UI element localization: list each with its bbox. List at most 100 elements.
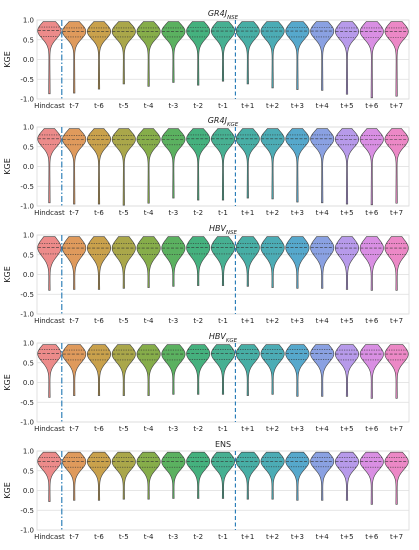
y-tick-label: 0.0 bbox=[23, 487, 34, 495]
x-tick-label: t+1 bbox=[241, 533, 254, 541]
violin-t+2 bbox=[260, 236, 285, 288]
violin-t+1 bbox=[235, 236, 260, 287]
x-tick-label: t-6 bbox=[94, 209, 104, 217]
violin-t+4 bbox=[310, 344, 335, 397]
x-tick-label: t+4 bbox=[316, 102, 330, 110]
panel-3: -1.0 -0.5 0.0 0.5 1.0 KGE HBVNSE Hindcast t-7 t-6… bbox=[3, 224, 410, 325]
y-tick-label: -0.5 bbox=[20, 399, 34, 407]
violin-t-3 bbox=[161, 451, 186, 499]
x-tick-label: t+4 bbox=[316, 317, 330, 325]
violin-t+3 bbox=[285, 236, 310, 289]
violin-Hindcast bbox=[37, 451, 62, 502]
y-tick-label: -1.0 bbox=[20, 96, 34, 104]
violin-t+5 bbox=[334, 128, 360, 205]
x-tick-label: t-4 bbox=[144, 533, 154, 541]
violin-t-1 bbox=[210, 451, 236, 499]
x-tick-label: t+2 bbox=[266, 102, 279, 110]
violin-t+6 bbox=[359, 236, 384, 291]
y-tick-label: -0.5 bbox=[20, 507, 34, 515]
y-tick-label: 0.0 bbox=[23, 56, 34, 64]
violin-t-1 bbox=[210, 21, 236, 82]
violin-t-2 bbox=[186, 128, 211, 201]
violin-t-3 bbox=[161, 344, 186, 395]
violin-t-6 bbox=[86, 128, 112, 205]
y-tick-label: 0.0 bbox=[23, 271, 34, 279]
panel-title: HBVNSE bbox=[209, 224, 238, 236]
x-tick-label: t+6 bbox=[365, 209, 379, 217]
violin-t-5 bbox=[111, 451, 136, 500]
panel-title-subscript: NSE bbox=[226, 230, 238, 236]
violin-t+5 bbox=[334, 21, 360, 95]
x-tick-label: t-7 bbox=[69, 209, 79, 217]
x-tick-label: t+5 bbox=[340, 209, 353, 217]
x-tick-label: t+7 bbox=[390, 317, 403, 325]
y-tick-label: -1.0 bbox=[20, 419, 34, 427]
x-tick-label: t-1 bbox=[218, 533, 228, 541]
x-tick-label: t+3 bbox=[291, 533, 304, 541]
violin-t+7 bbox=[384, 236, 409, 291]
x-tick-label: t-6 bbox=[94, 425, 104, 433]
violin-t-2 bbox=[186, 21, 211, 86]
x-tick-label: t-1 bbox=[218, 317, 228, 325]
x-tick-label: t-4 bbox=[144, 209, 154, 217]
x-tick-label: t+1 bbox=[241, 317, 254, 325]
x-tick-label: t+1 bbox=[241, 209, 254, 217]
violin-t+3 bbox=[285, 344, 310, 397]
y-tick-label: -1.0 bbox=[20, 203, 34, 211]
violin-t-3 bbox=[161, 236, 186, 287]
violin-t-4 bbox=[136, 21, 161, 87]
violin-t-1 bbox=[210, 236, 236, 286]
x-tick-label: t-6 bbox=[94, 533, 104, 541]
violin-t-6 bbox=[86, 451, 112, 501]
x-tick-label: t-2 bbox=[193, 533, 203, 541]
violin-t+4 bbox=[310, 236, 335, 289]
violin-t-5 bbox=[111, 236, 136, 289]
y-axis-label: KGE bbox=[3, 51, 12, 68]
x-tick-label: t+2 bbox=[266, 317, 279, 325]
x-tick-label: t-4 bbox=[144, 102, 154, 110]
violin-t-6 bbox=[86, 21, 112, 90]
x-tick-label: t+4 bbox=[316, 533, 330, 541]
y-tick-label: 0.5 bbox=[23, 143, 34, 151]
violin-t+7 bbox=[384, 21, 409, 97]
x-tick-label: t-4 bbox=[144, 317, 154, 325]
violin-t-5 bbox=[111, 128, 136, 206]
x-tick-label: t+5 bbox=[340, 533, 353, 541]
violin-t+6 bbox=[359, 128, 384, 206]
panel-title-subscript: KGE bbox=[227, 122, 239, 128]
violin-t-1 bbox=[210, 128, 236, 201]
y-tick-label: -0.5 bbox=[20, 183, 34, 191]
x-tick-label: t-5 bbox=[119, 102, 129, 110]
y-axis-label: KGE bbox=[3, 374, 12, 391]
x-tick-label: t+6 bbox=[365, 533, 379, 541]
violin-t-6 bbox=[86, 344, 112, 396]
violin-Hindcast bbox=[37, 344, 62, 398]
x-tick-label: t+1 bbox=[241, 102, 254, 110]
violin-t+4 bbox=[310, 451, 335, 501]
x-tick-label: t-3 bbox=[169, 425, 179, 433]
violin-t+7 bbox=[384, 451, 409, 505]
x-tick-label: t+3 bbox=[291, 102, 304, 110]
violin-t+1 bbox=[235, 344, 260, 396]
x-tick-label: t-2 bbox=[193, 209, 203, 217]
y-tick-label: 0.0 bbox=[23, 163, 34, 171]
violin-t-4 bbox=[136, 344, 161, 396]
violin-t+6 bbox=[359, 451, 384, 505]
violin-t+4 bbox=[310, 128, 335, 204]
violin-t-3 bbox=[161, 128, 186, 199]
panel-title: GR4JKGE bbox=[208, 116, 239, 128]
violin-t+3 bbox=[285, 21, 310, 90]
violin-t+2 bbox=[260, 344, 285, 395]
panel-title: ENS bbox=[215, 440, 231, 449]
y-axis-label: KGE bbox=[3, 266, 12, 283]
x-tick-label: t-2 bbox=[193, 102, 203, 110]
x-tick-label: t-5 bbox=[119, 533, 129, 541]
x-tick-label: t+2 bbox=[266, 425, 279, 433]
violin-t-4 bbox=[136, 236, 161, 288]
x-tick-label: t+3 bbox=[291, 317, 304, 325]
x-tick-label: t-6 bbox=[94, 317, 104, 325]
x-tick-label: t+6 bbox=[365, 102, 379, 110]
violin-t+5 bbox=[334, 451, 360, 501]
y-tick-label: -1.0 bbox=[20, 527, 34, 535]
x-tick-label: t+6 bbox=[365, 425, 379, 433]
